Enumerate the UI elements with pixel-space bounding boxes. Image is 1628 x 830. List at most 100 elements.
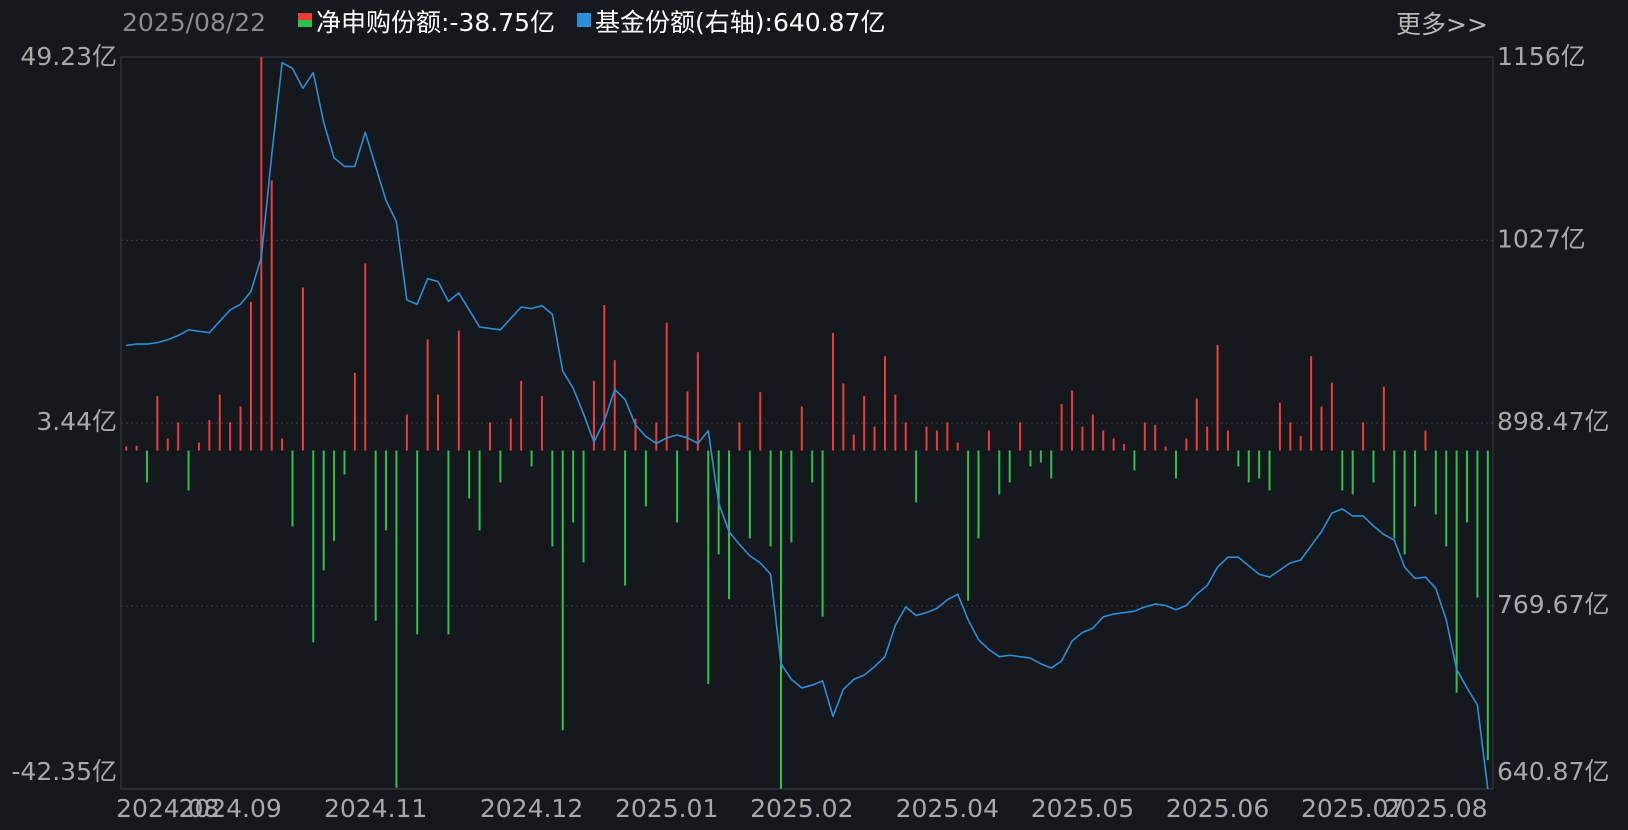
bar — [135, 445, 138, 451]
bar — [1237, 450, 1240, 467]
bar — [967, 450, 970, 601]
bar — [676, 450, 679, 523]
bar — [270, 180, 273, 451]
legend-label: 净申购份额 — [316, 8, 441, 37]
bar — [218, 394, 221, 451]
bar — [831, 332, 834, 451]
bar — [1320, 406, 1323, 451]
bar — [1195, 398, 1198, 451]
bar — [665, 322, 668, 451]
bar — [915, 450, 918, 503]
bar — [509, 418, 512, 451]
bar — [613, 360, 616, 451]
bar — [582, 450, 585, 563]
bar — [863, 396, 866, 451]
bar — [125, 446, 128, 451]
bar — [1206, 426, 1209, 451]
bar — [696, 352, 699, 451]
x-tick-label: 2024.09 — [178, 794, 281, 823]
y2-tick-label: 640.87亿 — [1497, 757, 1609, 786]
y-tick-label: 49.23亿 — [20, 42, 117, 71]
bar — [1299, 436, 1302, 451]
bar — [634, 418, 637, 451]
bar — [177, 422, 180, 451]
bar — [1008, 450, 1011, 483]
x-tick-label: 2025.01 — [615, 794, 718, 823]
bar — [447, 450, 450, 635]
x-tick-label: 2025.05 — [1031, 794, 1134, 823]
bar — [395, 450, 398, 788]
bar — [956, 442, 959, 451]
bar — [166, 438, 169, 451]
legend-value: :640.87亿 — [765, 8, 886, 37]
bar — [603, 305, 606, 451]
bar — [540, 396, 543, 451]
bar — [1362, 422, 1365, 451]
bar — [1247, 450, 1250, 483]
y-tick-label: -42.35亿 — [11, 757, 117, 786]
bar — [842, 383, 845, 451]
bar — [1393, 450, 1396, 539]
bar — [499, 450, 502, 483]
bar — [1039, 450, 1042, 463]
fund-share-line — [126, 61, 1489, 790]
bar — [655, 422, 658, 451]
bar — [624, 450, 627, 586]
y2-tick-label: 769.67亿 — [1497, 590, 1609, 619]
bar — [437, 394, 440, 451]
bar — [416, 450, 419, 635]
bar — [769, 450, 772, 547]
bar — [374, 450, 377, 621]
y2-tick-label: 898.47亿 — [1497, 407, 1609, 436]
bar — [1466, 450, 1469, 523]
legend-swatch — [298, 13, 312, 20]
bar — [1050, 450, 1053, 479]
bar — [811, 450, 814, 483]
bar — [187, 450, 190, 491]
y-tick-label: 3.44亿 — [36, 407, 117, 436]
bar — [322, 450, 325, 571]
bar — [1060, 404, 1063, 451]
legend-swatch — [298, 20, 312, 27]
bar — [935, 430, 938, 451]
bar — [998, 450, 1001, 495]
bar — [1071, 390, 1074, 451]
bar — [478, 450, 481, 531]
bar — [1019, 422, 1022, 451]
bar — [1278, 402, 1281, 451]
bar — [343, 450, 346, 475]
bar — [1258, 450, 1261, 479]
bar — [1424, 430, 1427, 451]
bar — [520, 380, 523, 451]
bar — [1434, 450, 1437, 515]
bar — [707, 450, 710, 684]
bar — [333, 450, 336, 541]
bar — [1414, 450, 1417, 507]
bar — [1143, 422, 1146, 451]
bar — [904, 422, 907, 451]
bar — [1112, 438, 1115, 451]
bar — [686, 391, 689, 451]
bar — [1164, 446, 1167, 451]
bar — [1091, 414, 1094, 451]
y2-tick-label: 1156亿 — [1497, 42, 1586, 71]
bar — [301, 287, 304, 451]
bar — [197, 442, 200, 451]
bar — [1133, 450, 1136, 471]
y2-tick-label: 1027亿 — [1497, 224, 1586, 253]
bar — [1216, 344, 1219, 451]
x-tick-label: 2025.04 — [896, 794, 999, 823]
bar — [1351, 450, 1354, 495]
bar — [281, 438, 284, 451]
bar — [468, 450, 471, 499]
legend-label: 基金份额(右轴) — [595, 8, 765, 37]
bar — [1486, 450, 1489, 761]
x-tick-label: 2024.11 — [324, 794, 427, 823]
x-tick-label: 2025.06 — [1166, 794, 1269, 823]
bar — [353, 372, 356, 451]
bar — [208, 420, 211, 451]
x-tick-label: 2025.08 — [1384, 794, 1487, 823]
bar — [946, 422, 949, 451]
more-link[interactable]: 更多>> — [1396, 10, 1488, 39]
